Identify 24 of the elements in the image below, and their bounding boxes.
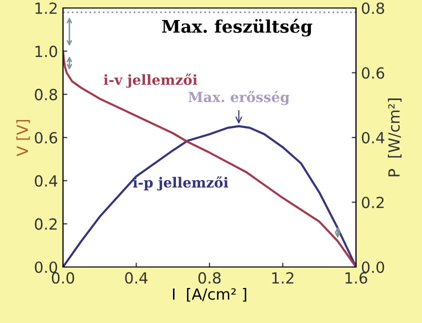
y2-tick-label: 0.8 [362,2,384,14]
y-tick-label: 0.8 [34,88,58,100]
y-tick-label: 0.0 [34,261,58,274]
y2-tick-label: 0.2 [362,196,384,208]
x-tick-label: 0.4 [125,272,148,284]
y-tick-label: 0.2 [34,218,57,230]
series-label: i-v jellemzői [104,74,198,88]
y-tick-label: 0.6 [34,132,58,144]
x-tick-label: 1.6 [346,272,368,284]
ref-line-label: Max. feszültség [162,18,312,37]
y2-tick-label: 0.6 [362,67,384,79]
series-label: i-p jellemzői [133,176,228,191]
x-tick-label: 1.2 [272,272,294,284]
annotation: Max. erősség [188,90,290,106]
y2-tick-label: 0.0 [362,261,384,274]
x-tick-label: 0.0 [52,272,74,284]
x-axis-title: I [A/cm² ] [173,288,246,302]
y-tick-label: 1.2 [36,2,57,14]
x-tick-label: 0.8 [198,272,221,284]
y-tick-label: 0.4 [34,175,58,187]
y2-tick-label: 0.4 [362,132,384,144]
y-axis-title: V [V] [16,120,30,156]
y2-axis-title: P [W/cm²] [388,98,402,176]
y-tick-label: 1.0 [36,46,58,58]
